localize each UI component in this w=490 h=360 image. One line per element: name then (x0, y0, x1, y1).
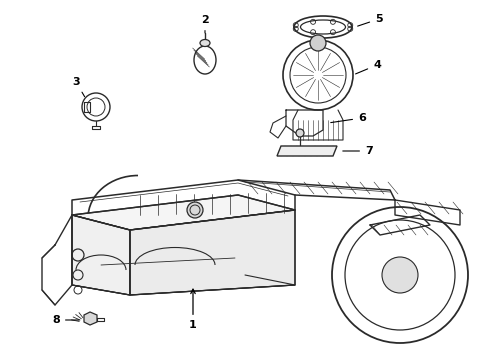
Polygon shape (84, 312, 97, 325)
Text: 2: 2 (201, 15, 209, 33)
Circle shape (187, 202, 203, 218)
Text: 6: 6 (331, 113, 366, 123)
Polygon shape (72, 215, 130, 295)
Text: 7: 7 (343, 146, 373, 156)
Ellipse shape (200, 40, 210, 46)
Text: 8: 8 (52, 315, 79, 325)
Text: 3: 3 (72, 77, 85, 96)
Circle shape (382, 257, 418, 293)
Circle shape (310, 35, 326, 51)
Text: 1: 1 (189, 289, 197, 330)
Polygon shape (277, 146, 337, 156)
Polygon shape (72, 195, 295, 230)
Text: 4: 4 (356, 60, 381, 74)
Polygon shape (130, 210, 295, 295)
Circle shape (296, 129, 304, 137)
Text: 5: 5 (358, 14, 383, 26)
